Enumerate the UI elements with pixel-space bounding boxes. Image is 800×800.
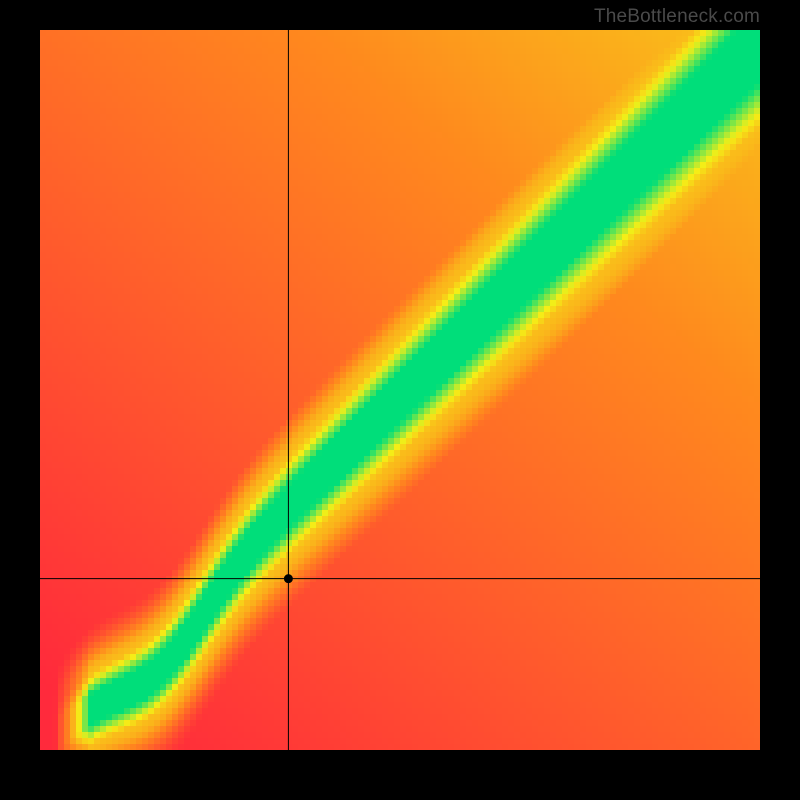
plot-area [40, 30, 760, 750]
bottleneck-heatmap [40, 30, 760, 750]
watermark-text: TheBottleneck.com [594, 6, 760, 28]
